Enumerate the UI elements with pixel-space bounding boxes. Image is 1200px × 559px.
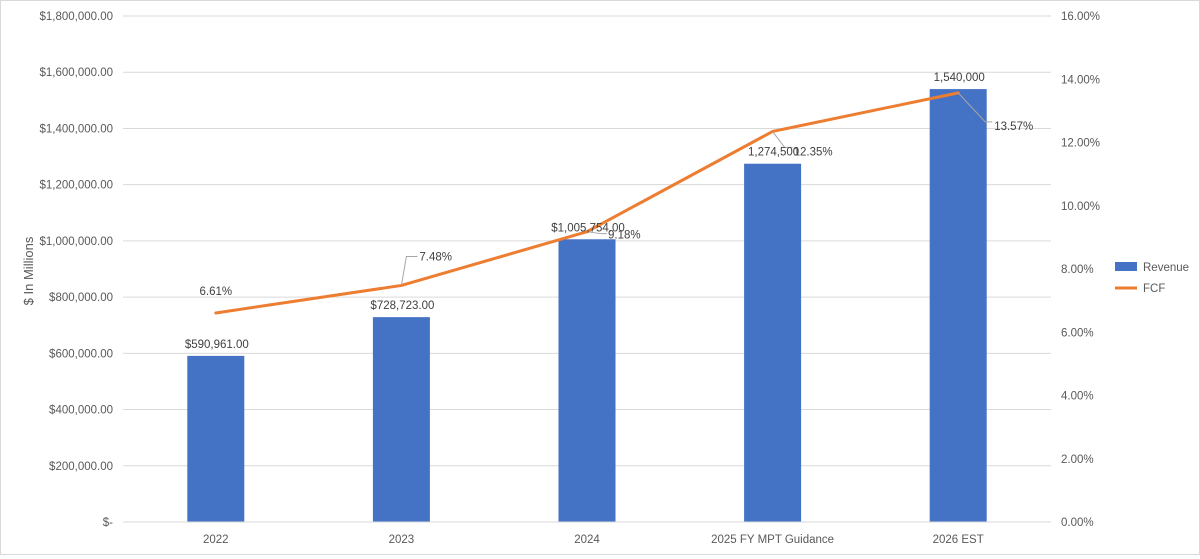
y-tick-label: $1,600,000.00 <box>39 67 113 79</box>
data-labels: $590,961.00 $728,723.00 $1,005,754.00 1,274… <box>185 72 1033 351</box>
y-tick-label: $1,000,000.00 <box>39 236 113 248</box>
fcf-leader-line <box>586 231 607 235</box>
y-tick-label: $600,000.00 <box>49 348 113 360</box>
y-axis-title: $ In Millions <box>21 236 36 305</box>
y2-tick-label: 14.00% <box>1061 74 1100 86</box>
y2-tick-label: 16.00% <box>1061 11 1100 23</box>
y-tick-label: $1,800,000.00 <box>39 11 113 23</box>
y-tick-label: $- <box>103 517 113 529</box>
revenue-bar <box>929 89 987 522</box>
revenue-data-label: 1,274,500 <box>748 147 799 159</box>
legend: Revenue FCF <box>1115 262 1189 295</box>
fcf-data-label: 6.61% <box>199 286 232 298</box>
axes: $- $200,000.00 $400,000.00 $600,000.00 $800,… <box>39 11 1100 546</box>
x-tick-label: 2025 FY MPT Guidance <box>711 534 834 546</box>
y2-tick-label: 10.00% <box>1061 201 1100 213</box>
x-tick-label: 2023 <box>389 534 415 546</box>
y2-tick-label: 12.00% <box>1061 138 1100 150</box>
fcf-data-label: 12.35% <box>794 146 833 158</box>
revenue-data-label: $590,961.00 <box>185 339 249 351</box>
x-tick-label: 2022 <box>203 534 229 546</box>
revenue-data-label: $728,723.00 <box>370 300 434 312</box>
fcf-data-label: 13.57% <box>994 121 1033 133</box>
y2-tick-label: 0.00% <box>1061 517 1094 529</box>
x-tick-label: 2026 EST <box>933 534 984 546</box>
y-tick-label: $200,000.00 <box>49 461 113 473</box>
legend-label-revenue: Revenue <box>1143 262 1189 274</box>
y2-tick-label: 2.00% <box>1061 454 1094 466</box>
y-tick-label: $800,000.00 <box>49 292 113 304</box>
revenue-bar <box>558 239 616 523</box>
y2-tick-label: 4.00% <box>1061 391 1094 403</box>
y2-tick-label: 8.00% <box>1061 264 1094 276</box>
revenue-bar <box>744 163 802 523</box>
fcf-data-label: 9.18% <box>608 230 641 242</box>
legend-swatch-revenue <box>1115 262 1137 271</box>
y-tick-label: $1,400,000.00 <box>39 123 113 135</box>
revenue-data-label: $1,005,754.00 <box>551 222 625 234</box>
revenue-bar <box>372 317 430 522</box>
fcf-leader-lines <box>400 92 993 286</box>
fcf-leader-line <box>957 92 993 123</box>
x-tick-label: 2024 <box>574 534 600 546</box>
y2-tick-label: 6.00% <box>1061 327 1094 339</box>
fcf-data-label: 7.48% <box>419 251 452 263</box>
y-tick-label: $1,200,000.00 <box>39 180 113 192</box>
y-tick-label: $400,000.00 <box>49 405 113 417</box>
revenue-bars <box>187 89 987 523</box>
revenue-data-label: 1,540,000 <box>934 72 985 84</box>
legend-label-fcf: FCF <box>1143 283 1165 295</box>
revenue-bar <box>187 355 245 522</box>
fcf-leader-line <box>772 131 793 148</box>
fcf-leader-line <box>400 255 418 286</box>
